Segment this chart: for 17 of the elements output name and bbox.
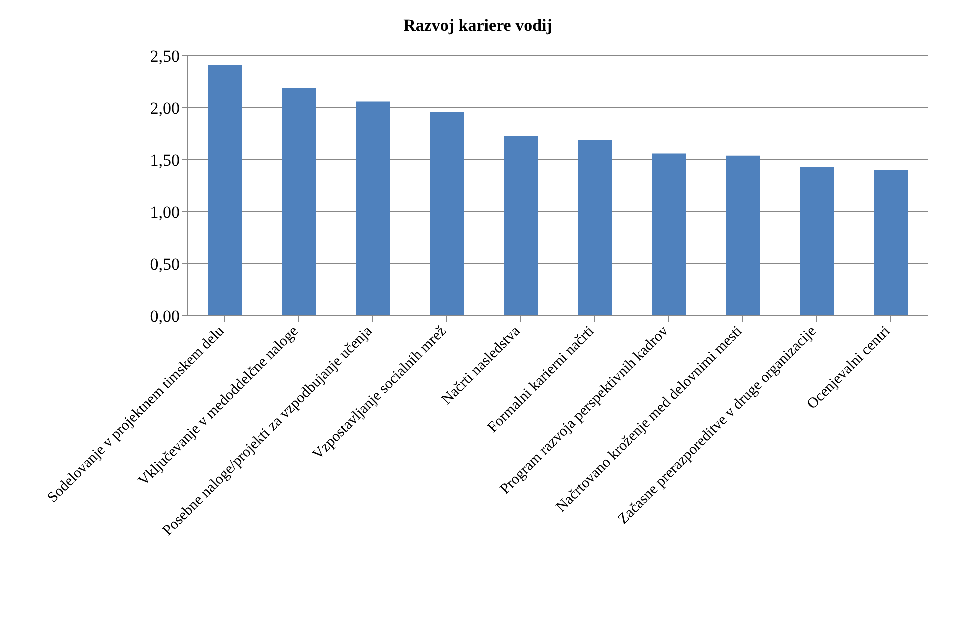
y-tick-label: 1,00 [150,203,180,222]
y-tick-label: 0,50 [150,255,180,274]
bar [578,140,612,316]
y-tick-label: 2,00 [150,99,180,118]
bar [726,156,760,316]
y-tick-label: 2,50 [150,47,180,66]
y-tick-label: 1,50 [150,151,180,170]
bar [282,88,316,316]
bar [356,102,390,316]
chart-title: Razvoj kariere vodij [402,15,554,36]
bar [504,136,538,316]
bar [800,167,834,316]
bar [874,170,908,316]
bar [430,112,464,316]
y-tick-label: 0,00 [150,307,180,326]
bar [208,65,242,316]
bar [652,154,686,316]
